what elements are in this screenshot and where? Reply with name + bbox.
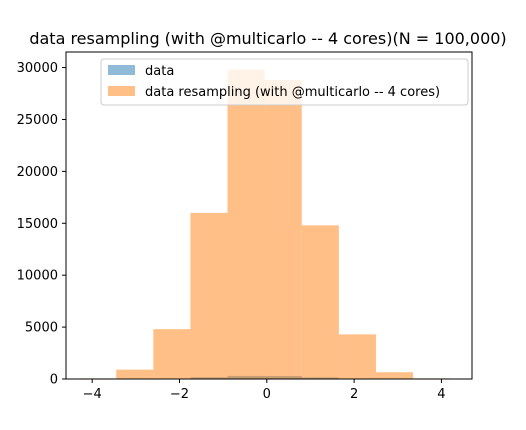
y-tick-label: 20000	[17, 165, 58, 180]
legend-label-resampling: data resampling (with @multicarlo -- 4 c…	[145, 85, 440, 100]
legend-swatch-resampling	[108, 86, 135, 96]
y-tick-label: 10000	[17, 269, 58, 284]
x-tick-label: −4	[83, 387, 102, 402]
x-tick-label: 2	[350, 387, 358, 402]
histogram-bar-s1-b7	[339, 334, 376, 379]
legend-swatch-data	[108, 65, 135, 75]
y-tick-label: 0	[50, 373, 58, 388]
histogram-bar-s1-b5	[265, 80, 302, 379]
histogram-bar-s1-b3	[190, 213, 227, 379]
x-axis: −4 −2 0 2 4	[83, 379, 446, 402]
histogram-bar-s1-b1	[116, 370, 153, 379]
y-tick-label: 30000	[17, 61, 58, 76]
y-tick-label: 5000	[25, 321, 58, 336]
x-tick-label: 4	[437, 387, 445, 402]
y-tick-label: 15000	[17, 217, 58, 232]
y-tick-label: 25000	[17, 113, 58, 128]
y-axis: 0 5000 10000 15000 20000 25000 30000	[17, 61, 66, 387]
bars-layer	[79, 70, 450, 379]
histogram-bar-s1-b4	[228, 70, 265, 379]
chart-title: data resampling (with @multicarlo -- 4 c…	[29, 29, 506, 48]
legend-label-data: data	[145, 64, 174, 79]
legend: data data resampling (with @multicarlo -…	[101, 59, 468, 105]
histogram-bar-s1-b6	[302, 225, 339, 379]
histogram-bar-s1-b8	[376, 372, 413, 379]
x-tick-label: −2	[170, 387, 189, 402]
histogram-bar-s1-b2	[153, 329, 190, 379]
x-tick-label: 0	[263, 387, 271, 402]
